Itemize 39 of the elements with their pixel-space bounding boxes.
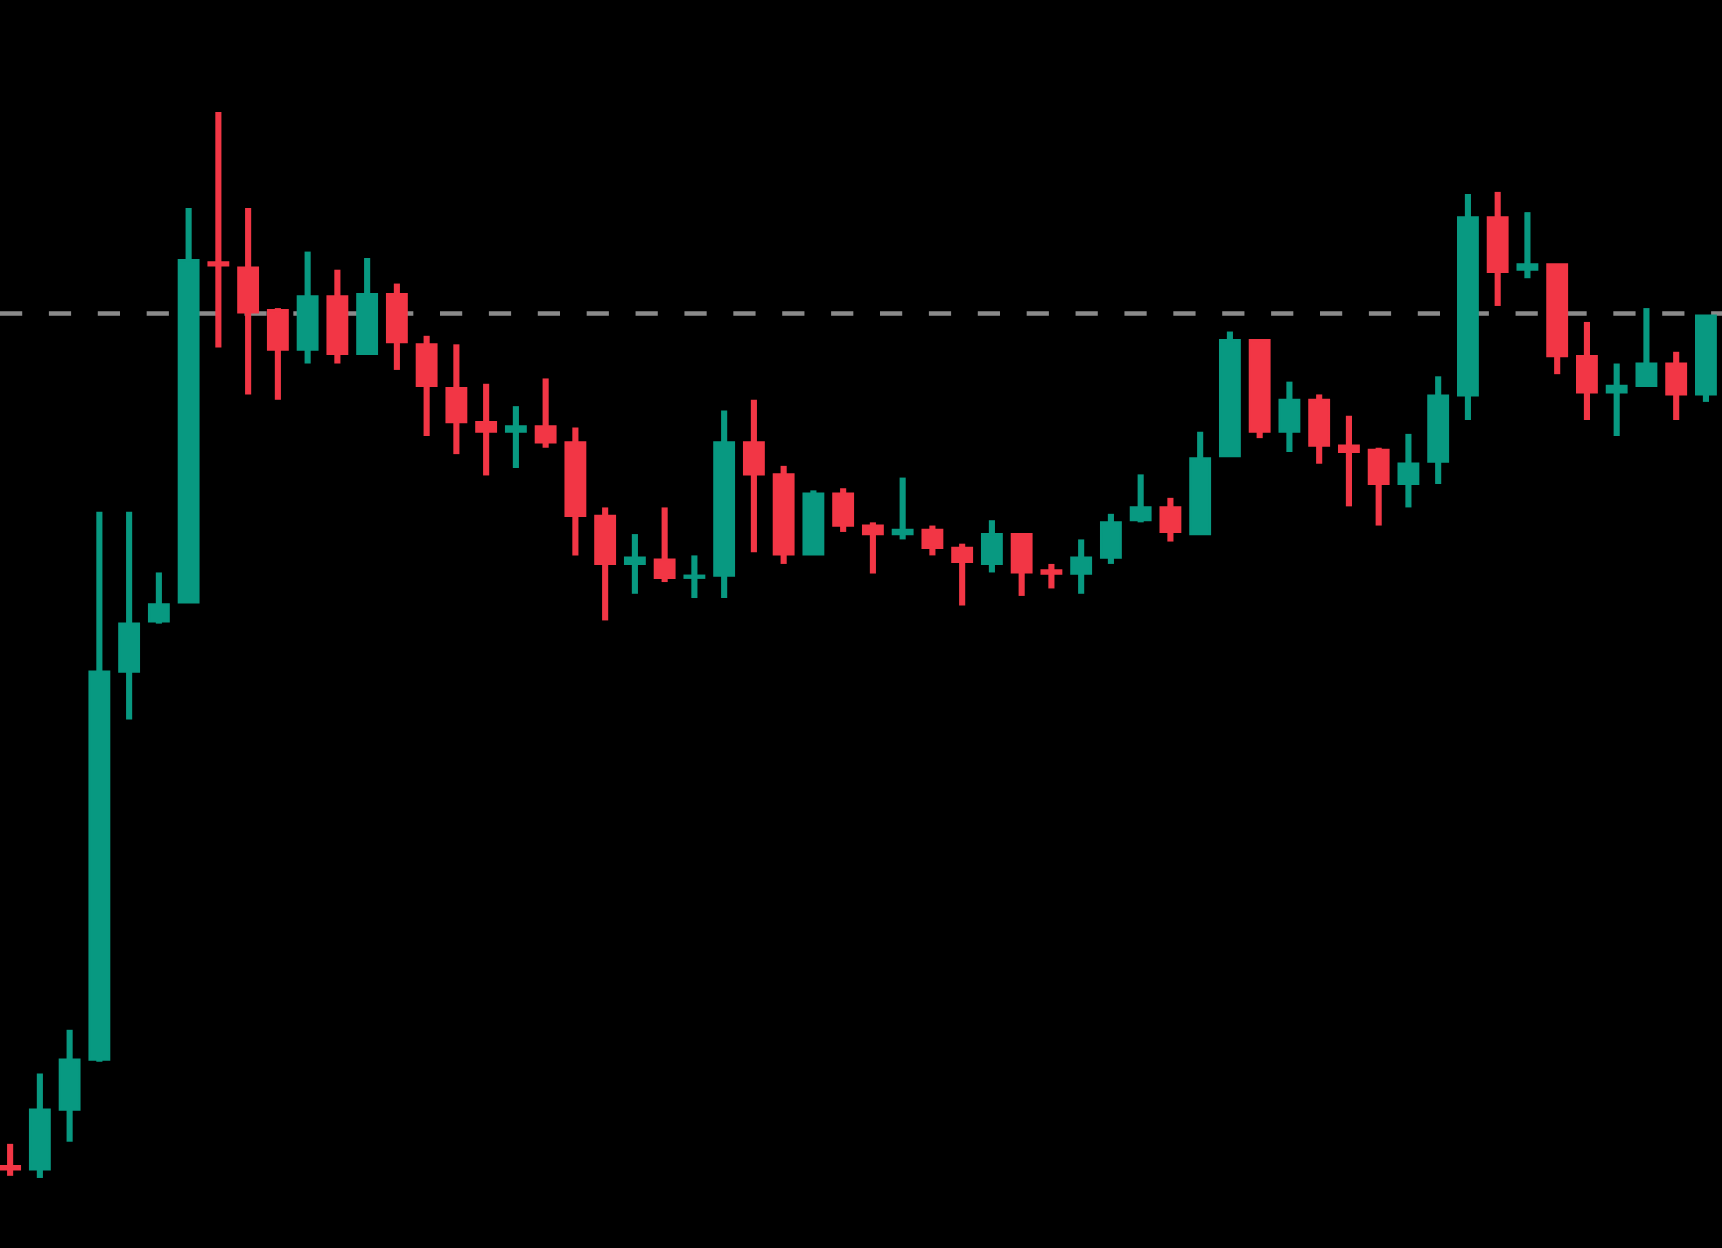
candlestick: [266, 308, 289, 400]
candlestick: [921, 525, 944, 556]
candlestick: [0, 1143, 22, 1176]
candlestick: [385, 283, 408, 370]
candlestick: [504, 406, 527, 468]
candlestick: [1159, 497, 1182, 542]
candlestick: [980, 520, 1003, 573]
candlestick: [683, 555, 706, 599]
candlestick: [1337, 415, 1360, 507]
candlestick: [1576, 321, 1598, 421]
candlestick: [861, 522, 884, 574]
candlestick: [653, 507, 676, 583]
candlestick: [1040, 563, 1063, 589]
candlestick: [207, 111, 230, 348]
candlestick: [742, 399, 765, 553]
candlestick: [951, 543, 974, 606]
candlestick: [1308, 394, 1331, 464]
candlestick: [1010, 532, 1033, 596]
candlestick: [1397, 433, 1420, 508]
candlestick: [475, 383, 498, 476]
candlestick: [1070, 539, 1093, 594]
candlestick: [623, 534, 646, 594]
candlestick: [534, 378, 557, 448]
candlestick: [237, 207, 260, 395]
candlestick: [118, 511, 141, 720]
candlestick: [445, 344, 468, 455]
candlestick: [1099, 513, 1122, 564]
candlestick: [1278, 381, 1301, 452]
candlestick: [594, 507, 617, 621]
candlestick: [415, 335, 438, 437]
candlestick: [1129, 474, 1152, 523]
candlestick: [1635, 308, 1658, 388]
candlestick: [147, 572, 170, 624]
candlestick: [1367, 447, 1390, 526]
candlestick: [891, 477, 914, 540]
candlestick: [832, 488, 855, 532]
candlestick: [1665, 351, 1688, 421]
candlestick: [1516, 212, 1539, 279]
candlestick: [1605, 363, 1628, 437]
